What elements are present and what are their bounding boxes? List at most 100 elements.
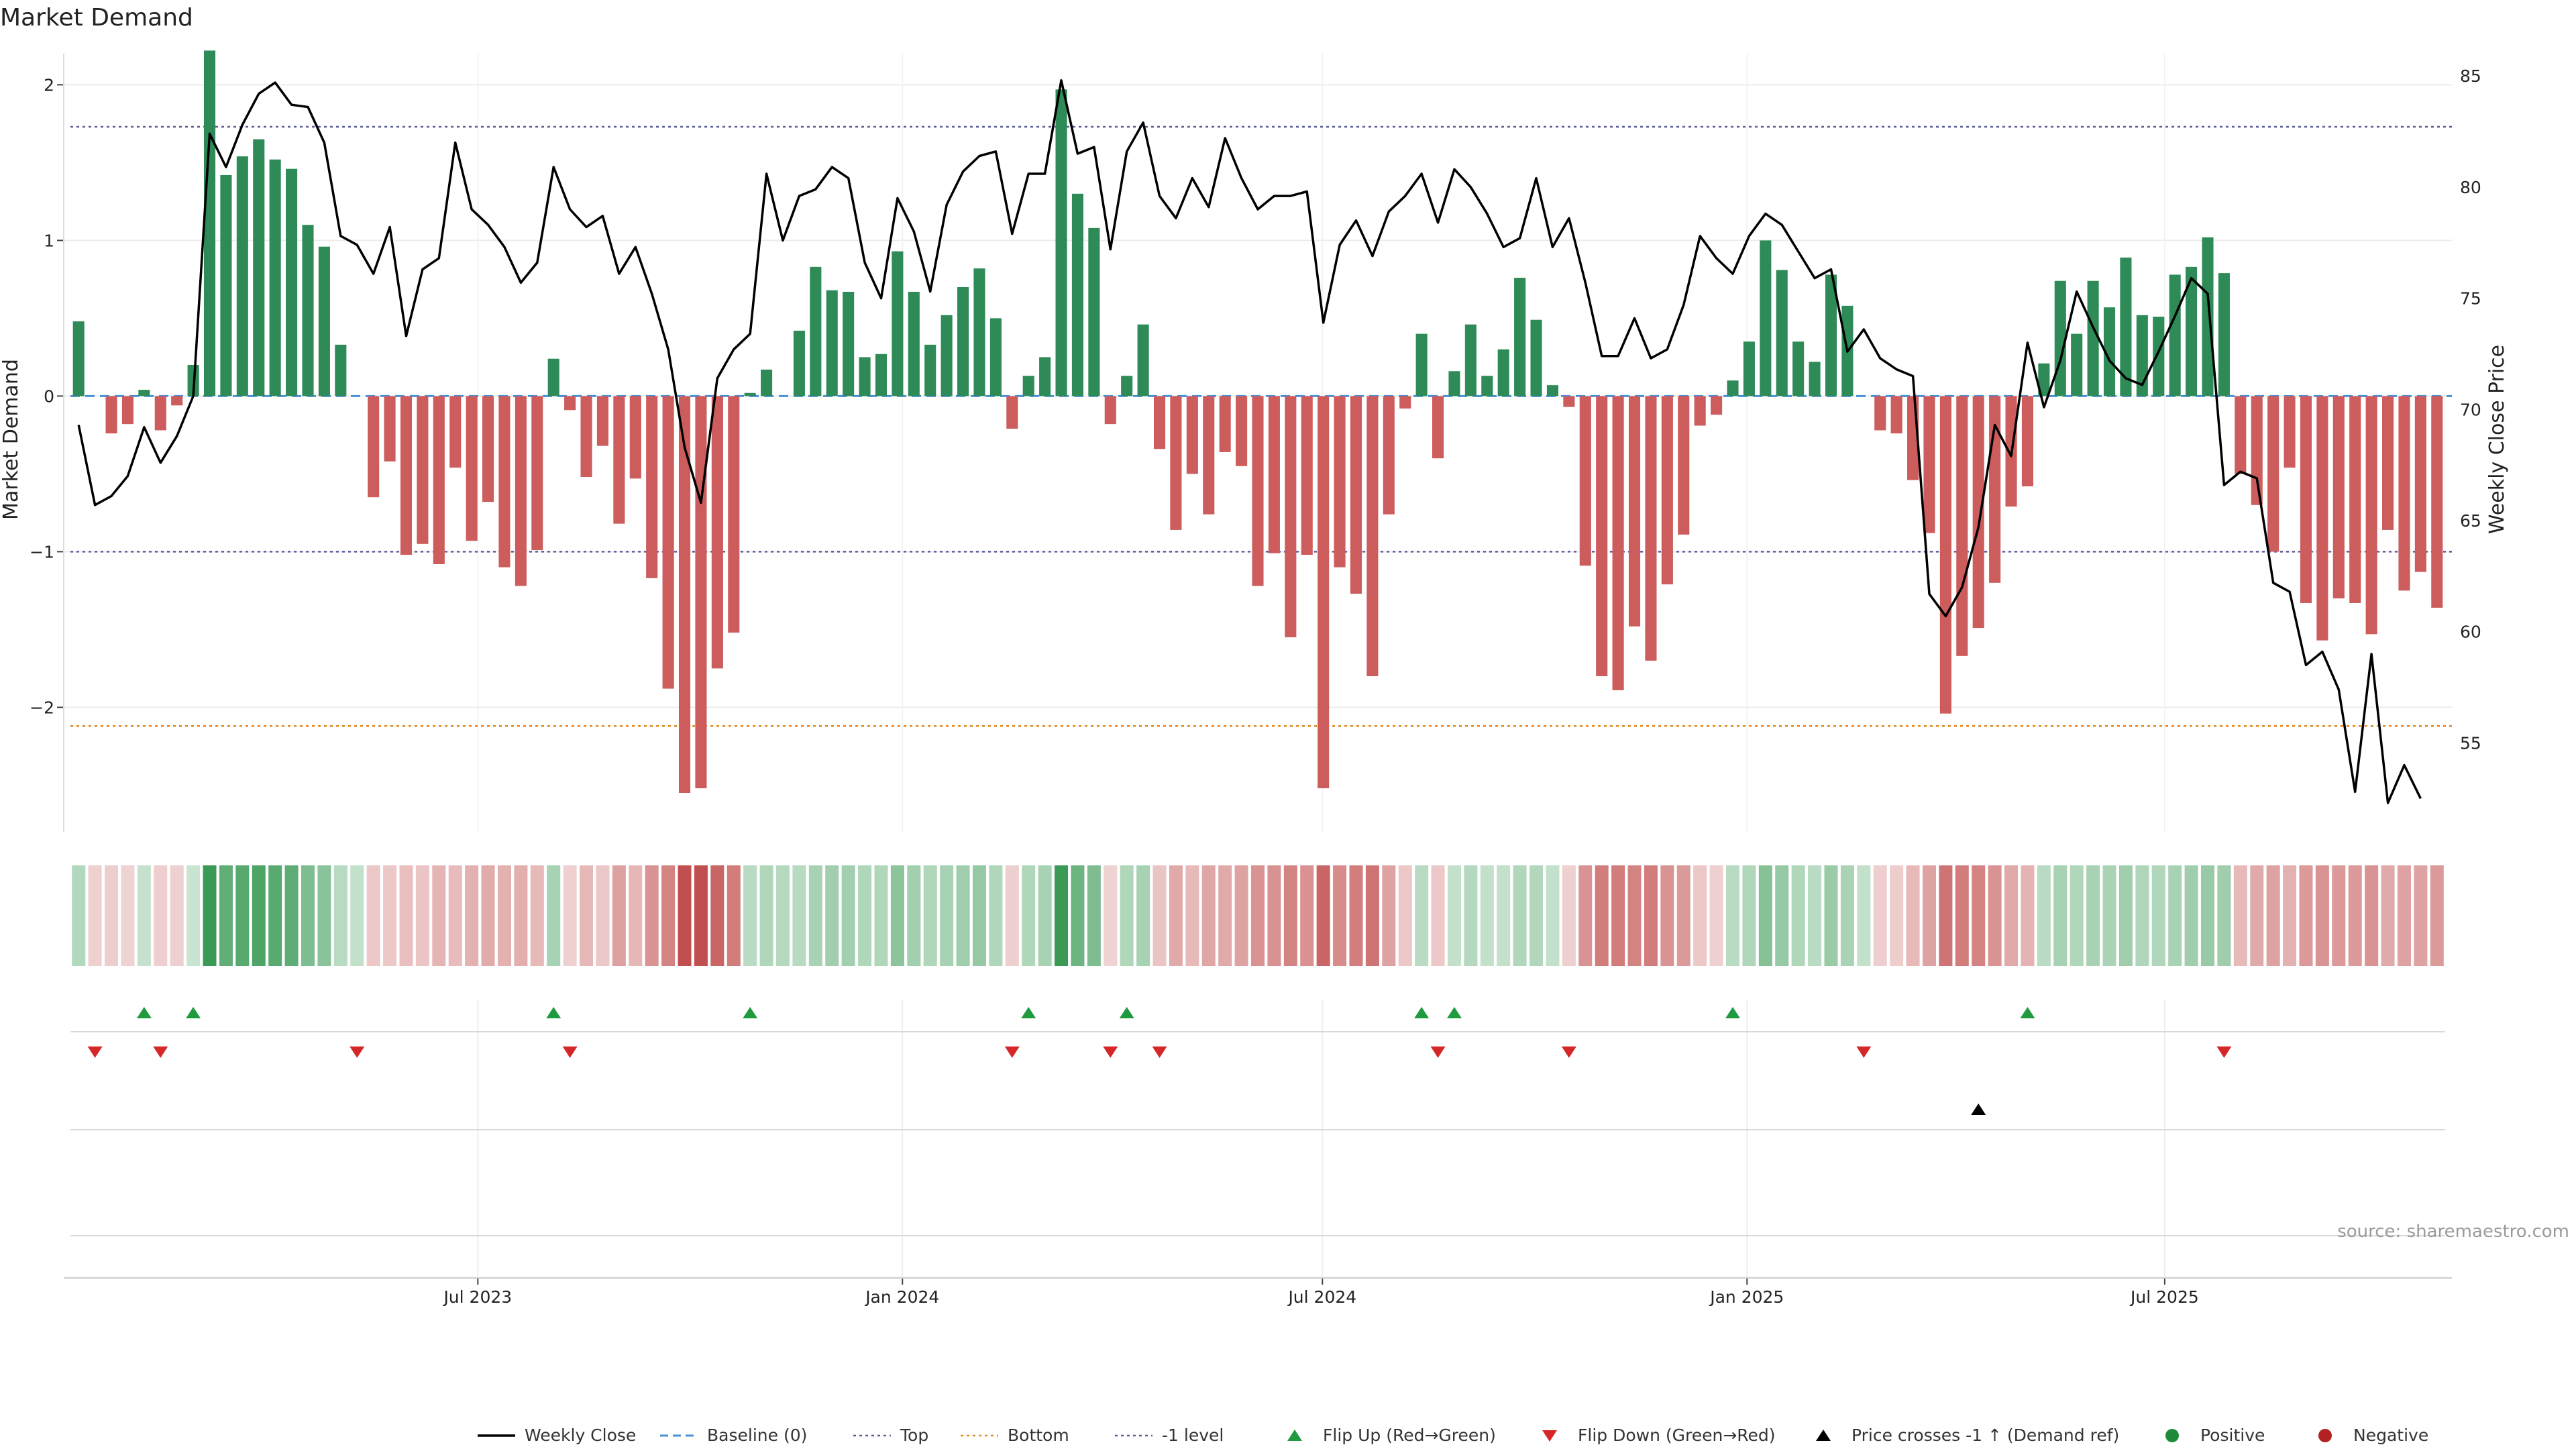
demand-bar [662, 396, 674, 689]
y-tick-label-left: −2 [30, 698, 54, 717]
color-strip-cell [1333, 865, 1347, 966]
color-strip-cell [1857, 865, 1871, 966]
demand-bar [1546, 385, 1558, 396]
demand-bar [2316, 396, 2328, 641]
flip-down-marker [1561, 1046, 1576, 1058]
demand-bar [1432, 396, 1444, 459]
demand-bar [646, 396, 658, 578]
y-tick-label-right: 60 [2460, 623, 2481, 642]
x-tick-label: Jul 2023 [442, 1287, 512, 1307]
demand-bar [1809, 362, 1821, 396]
flip-down-marker [2216, 1046, 2232, 1058]
demand-bar [138, 390, 150, 396]
color-strip-cell [1431, 865, 1445, 966]
color-strip-cell [1349, 865, 1363, 966]
demand-bar [1743, 341, 1755, 396]
demand-bar [203, 50, 216, 396]
demand-bar [2186, 266, 2198, 396]
demand-bar [629, 396, 641, 479]
color-strip-cell [1283, 865, 1297, 966]
color-strip-cell [497, 865, 511, 966]
color-strip-cell [2348, 865, 2362, 966]
color-strip-cell [1808, 865, 1822, 966]
demand-bar [1121, 376, 1133, 396]
color-strip-cell [1250, 865, 1265, 966]
color-strip-cell [1529, 865, 1544, 966]
demand-bar [1186, 396, 1198, 474]
flip-up-marker [743, 1007, 758, 1018]
demand-bar [1972, 396, 1984, 629]
demand-bar [154, 396, 166, 431]
color-strip-cell [1775, 865, 1789, 966]
legend-label: Positive [2200, 1426, 2265, 1445]
demand-bar [1170, 396, 1182, 530]
color-strip-cell [1644, 865, 1658, 966]
demand-bar [678, 396, 691, 793]
demand-bar [2365, 396, 2377, 635]
color-strip-cell [1038, 865, 1052, 966]
color-strip-cell [1725, 865, 1740, 966]
color-strip-cell [1120, 865, 1134, 966]
demand-bar [2235, 396, 2247, 474]
color-strip-cell [1365, 865, 1379, 966]
demand-bar [1776, 270, 1788, 396]
demand-bar [793, 330, 805, 396]
demand-bar [2103, 307, 2116, 396]
color-strip-cell [1513, 865, 1527, 966]
color-strip-cell [2168, 865, 2182, 966]
color-strip-cell [2004, 865, 2019, 966]
x-tick-label: Jan 2024 [864, 1287, 939, 1307]
demand-bar [1383, 396, 1395, 515]
demand-bar [1334, 396, 1346, 568]
demand-bar [1088, 227, 1100, 396]
color-strip-cell [1988, 865, 2002, 966]
demand-bar [1497, 349, 1509, 396]
demand-bar [1301, 396, 1313, 555]
demand-bar [1792, 341, 1805, 396]
color-strip-cell [1398, 865, 1412, 966]
demand-bar [2120, 257, 2132, 396]
flip-up-marker [186, 1007, 201, 1018]
demand-bar [711, 396, 723, 669]
flip-down-marker [1004, 1046, 1020, 1058]
demand-bar [973, 268, 985, 396]
color-strip-cell [1201, 865, 1216, 966]
color-strip-cell [1415, 865, 1429, 966]
color-strip-cell [2184, 865, 2198, 966]
color-strip-cell [317, 865, 331, 966]
color-strip-cell [1104, 865, 1118, 966]
axes: 2 1 0 −1 −2 85 80 75 70 65 60 55 Jul 2023 Jan 2024 Jul… [30, 54, 2481, 1307]
demand-bar [1956, 396, 1968, 656]
demand-bar [1268, 396, 1280, 553]
demand-bar [1579, 396, 1591, 566]
color-strip-cell [1218, 865, 1232, 966]
demand-bar [2284, 396, 2296, 468]
demand-bar [1055, 89, 1067, 396]
y-tick-label-right: 80 [2460, 178, 2481, 197]
color-strip-cell [350, 865, 364, 966]
color-strip-cell [1562, 865, 1576, 966]
legend-swatch-flip-up [1287, 1430, 1302, 1441]
color-strip-cell [1922, 865, 1936, 966]
demand-bar [2414, 396, 2426, 572]
flip-down-marker [562, 1046, 578, 1058]
color-strip-cell [448, 865, 462, 966]
flip-up-marker [1725, 1007, 1740, 1018]
demand-bar [859, 357, 871, 396]
color-strip-cell [1005, 865, 1019, 966]
flip-up-marker [2020, 1007, 2035, 1018]
flip-down-marker [1152, 1046, 1167, 1058]
demand-bar [2202, 237, 2214, 396]
legend: Weekly Close Baseline (0) Top Bottom -1 leve… [478, 1426, 2428, 1445]
demand-bar [2169, 274, 2181, 396]
demand-bar [875, 354, 888, 396]
color-strip-cell [1890, 865, 1904, 966]
demand-bar [2349, 396, 2361, 603]
demand-bar [2038, 363, 2050, 396]
color-strip-cell [235, 865, 250, 966]
color-strip-cell [2102, 865, 2116, 966]
color-strip-cell [1873, 865, 1887, 966]
color-strip-cell [1676, 865, 1690, 966]
demand-bar [1236, 396, 1248, 466]
demand-bar [957, 287, 969, 396]
